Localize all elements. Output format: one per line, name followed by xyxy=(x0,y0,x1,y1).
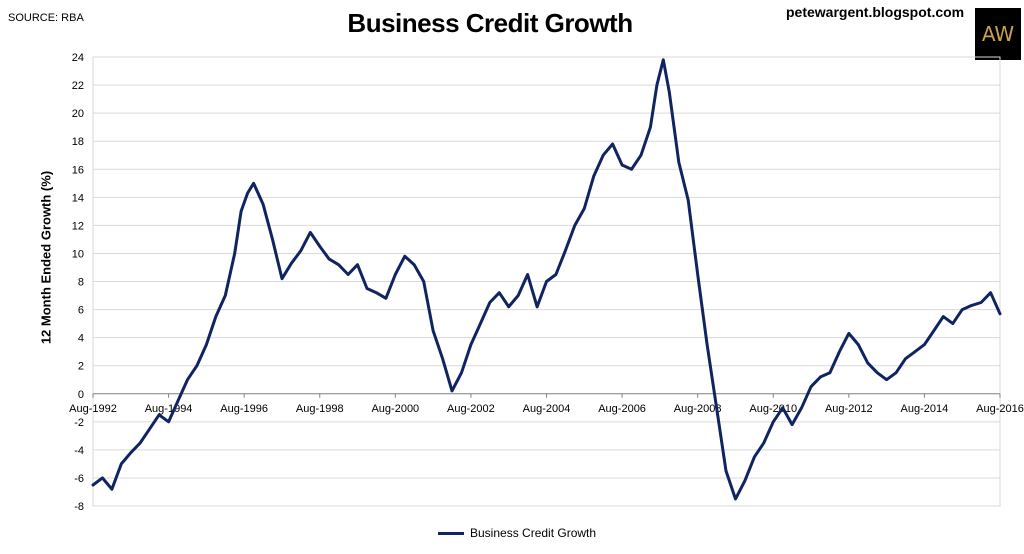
x-tick-label: Aug-2002 xyxy=(447,403,495,415)
source-note: SOURCE: RBA xyxy=(8,12,84,24)
y-tick-label: 14 xyxy=(72,192,84,204)
x-tick-label: Aug-1992 xyxy=(69,403,117,415)
y-tick-label: 12 xyxy=(72,220,84,232)
x-tick-label: Aug-1994 xyxy=(145,403,193,415)
x-tick-label: Aug-2008 xyxy=(674,403,722,415)
x-tick-label: Aug-1996 xyxy=(220,403,268,415)
y-tick-label: -2 xyxy=(74,417,84,429)
y-tick-label: 20 xyxy=(72,108,84,120)
y-tick-label: -4 xyxy=(74,445,84,457)
x-tick-label: Aug-2000 xyxy=(371,403,419,415)
x-tick-label: Aug-2006 xyxy=(598,403,646,415)
y-tick-label: 6 xyxy=(78,305,84,317)
y-tick-label: 24 xyxy=(72,52,84,64)
x-tick-label: Aug-2012 xyxy=(825,403,873,415)
chart-title: Business Credit Growth xyxy=(347,8,633,38)
x-tick-label: Aug-2014 xyxy=(901,403,949,415)
x-tick-label: Aug-2004 xyxy=(523,403,571,415)
aw-logo: AW xyxy=(975,8,1021,60)
x-tick-label: Aug-2016 xyxy=(976,403,1024,415)
y-tick-label: 8 xyxy=(78,277,84,289)
blog-url: petewargent.blogspot.com xyxy=(786,4,965,20)
y-tick-label: 18 xyxy=(72,136,84,148)
y-tick-label: 4 xyxy=(78,333,84,345)
y-tick-label: 2 xyxy=(78,361,84,373)
y-tick-label: -8 xyxy=(74,501,84,513)
y-tick-label: 16 xyxy=(72,164,84,176)
series-line xyxy=(91,58,1002,501)
legend-swatch xyxy=(438,531,464,535)
legend: Business Credit Growth xyxy=(438,526,596,540)
y-tick-label: 0 xyxy=(78,389,84,401)
x-tick-label: Aug-1998 xyxy=(296,403,344,415)
x-tick-label: Aug-2010 xyxy=(749,403,797,415)
legend-label: Business Credit Growth xyxy=(470,526,597,540)
logo-text: AW xyxy=(981,22,1015,46)
y-tick-label: 22 xyxy=(72,80,84,92)
y-tick-label: 10 xyxy=(72,248,84,260)
y-tick-label: -6 xyxy=(74,473,84,485)
